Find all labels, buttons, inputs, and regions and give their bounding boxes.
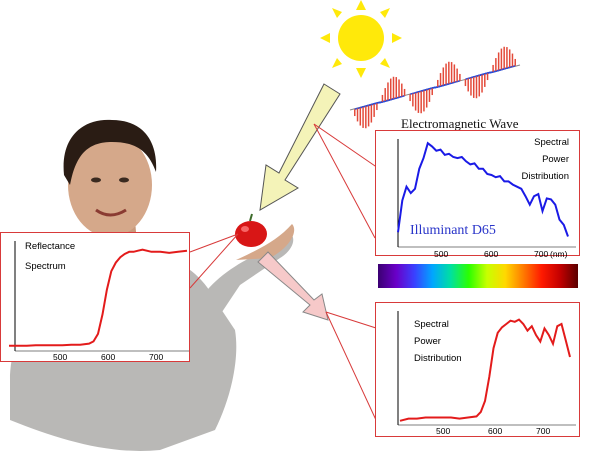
incident-light-arrow <box>259 83 341 211</box>
visible-spectrum-bar <box>378 264 578 288</box>
connector-apple-to-reflectance-b <box>189 233 239 289</box>
reflected-label-2: Power <box>414 336 441 347</box>
illuminant-spd-chart <box>397 139 576 248</box>
illuminant-label-3: Distribution <box>521 171 569 182</box>
illuminant-spd-panel: Spectral Power Distribution Illuminant D… <box>375 130 580 259</box>
connector-arrow-to-reflected <box>325 311 377 329</box>
em-wave-blue-stem <box>401 95 405 98</box>
reflected-light-arrow <box>257 251 329 321</box>
em-wave-blue-stem <box>456 80 461 83</box>
reflectance-chart <box>9 241 189 352</box>
reflected-spd-panel: Spectral Power Distribution 500 600 700 <box>375 302 580 437</box>
em-wave-title: Electromagnetic Wave <box>401 116 519 131</box>
em-wave-blue-stem <box>511 65 516 68</box>
illuminant-label-1: Spectral <box>534 137 569 148</box>
sun-icon <box>320 0 402 78</box>
tick-700: 700 <box>149 352 164 362</box>
reflectance-label-2: Spectrum <box>25 261 66 272</box>
apple <box>235 213 267 247</box>
tick-600: 600 <box>101 352 116 362</box>
illuminant-spd-line <box>397 141 569 237</box>
reflectance-panel: Reflectance Spectrum 500 600 700 <box>0 232 190 362</box>
em-wave-blue-stem <box>409 92 414 95</box>
tick-500: 500 <box>436 426 451 436</box>
connector-em-to-panel-b <box>313 123 376 239</box>
em-wave-illustration <box>349 46 521 129</box>
tick-600: 600 <box>488 426 503 436</box>
em-wave-blue-stem <box>354 107 359 110</box>
connector-em-to-panel <box>313 123 379 169</box>
reflectance-line <box>9 248 188 347</box>
illuminant-label-2: Power <box>542 154 569 165</box>
reflected-label-3: Distribution <box>414 353 462 364</box>
tick-700: 700 <box>536 426 551 436</box>
tick-500: 500 <box>434 249 449 259</box>
tick-600: 600 <box>484 249 499 259</box>
tick-500: 500 <box>53 352 68 362</box>
reflected-spd-chart <box>397 311 576 426</box>
unit-label: (nm) <box>550 249 568 259</box>
illuminant-annotation: Illuminant D65 <box>410 223 496 238</box>
reflectance-label-1: Reflectance <box>25 241 76 252</box>
connector-arrow-to-reflected-b <box>325 311 377 421</box>
reflected-label-1: Spectral <box>414 319 449 330</box>
connector-apple-to-reflectance <box>189 233 239 253</box>
reflected-spd-line <box>399 318 571 422</box>
em-wave-blue-stem <box>465 77 469 80</box>
tick-700: 700 <box>534 249 549 259</box>
